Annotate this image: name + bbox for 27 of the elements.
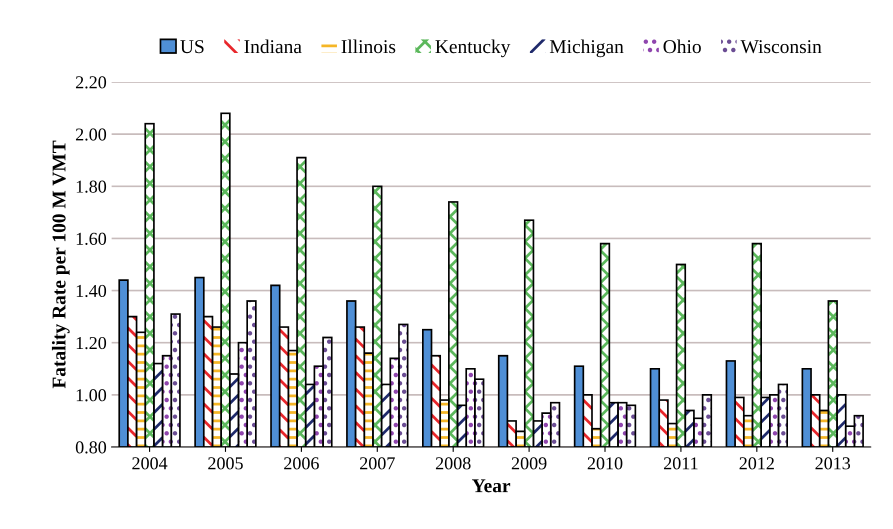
legend-label: US bbox=[180, 40, 204, 54]
legend-label: Ohio bbox=[664, 40, 701, 54]
x-tick-label: 2010 bbox=[588, 457, 622, 470]
y-tick-label: 2.00 bbox=[76, 128, 106, 141]
x-tick-label: 2006 bbox=[284, 457, 319, 470]
y-tick-label: 0.80 bbox=[76, 441, 106, 454]
x-tick-label: 2005 bbox=[208, 457, 243, 470]
x-tick-label: 2013 bbox=[815, 457, 850, 470]
x-tick-label: 2008 bbox=[436, 457, 471, 470]
y-tick-label: 1.80 bbox=[76, 180, 106, 193]
y-tick-label: 1.00 bbox=[76, 389, 106, 402]
x-axis-title: Year bbox=[472, 479, 510, 492]
legend-label: Illinois bbox=[342, 40, 396, 54]
legend-label: Kentucky bbox=[435, 40, 510, 58]
y-tick-label: 2.20 bbox=[76, 76, 106, 89]
x-tick-label: 2004 bbox=[132, 457, 168, 470]
y-tick-label: 1.40 bbox=[76, 284, 106, 298]
y-tick-label: 1.20 bbox=[76, 336, 106, 350]
legend-label: Wisconsin bbox=[740, 40, 822, 54]
x-tick-label: 2012 bbox=[740, 457, 774, 470]
x-tick-label: 2011 bbox=[664, 457, 698, 470]
legend-label: Indiana bbox=[244, 40, 302, 54]
x-tick-label: 2009 bbox=[512, 457, 546, 470]
y-axis-title: Fatality Rate per 100 M VMT bbox=[52, 140, 70, 388]
x-tick-label: 2007 bbox=[360, 457, 395, 470]
legend-label: Michigan bbox=[550, 40, 624, 58]
y-tick-label: 1.60 bbox=[76, 232, 106, 245]
